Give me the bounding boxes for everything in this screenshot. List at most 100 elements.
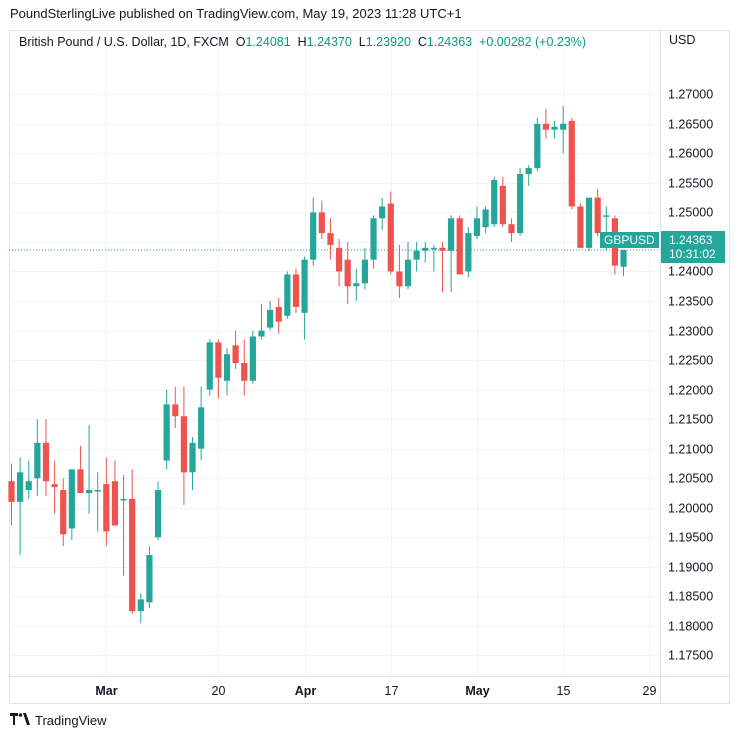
candle: [482, 206, 489, 234]
candle: [292, 268, 300, 313]
candle: [51, 460, 58, 514]
candle-body: [137, 599, 144, 612]
candle: [594, 188, 601, 237]
candle: [180, 386, 187, 505]
candle: [310, 197, 317, 266]
candle-body: [568, 120, 575, 207]
candle: [120, 475, 127, 576]
candle: [370, 215, 377, 269]
price-tick-label: 1.21500: [668, 413, 713, 427]
tradingview-logo-icon: [10, 713, 30, 728]
symbol-legend: British Pound / U.S. Dollar, 1D, FXCM O1…: [19, 35, 586, 49]
candle: [275, 298, 282, 334]
candle-body: [42, 442, 50, 482]
price-tick-label: 1.25000: [668, 206, 713, 220]
candle: [335, 238, 343, 287]
candle-body: [594, 197, 601, 234]
candle-body: [120, 498, 127, 501]
price-tick-label: 1.23000: [668, 325, 713, 339]
candle: [267, 301, 274, 331]
candle-body: [310, 212, 317, 260]
candle: [34, 419, 41, 496]
candle-body: [146, 555, 153, 603]
candle-body: [560, 123, 567, 130]
candle-body: [284, 274, 291, 316]
candle-body: [111, 481, 119, 526]
candle: [499, 176, 506, 228]
candle: [344, 241, 351, 304]
candle-body: [465, 233, 472, 272]
price-tick-label: 1.23500: [668, 295, 713, 309]
price-tick-label: 1.18500: [668, 590, 713, 604]
candle-body: [189, 442, 196, 473]
candle-body: [292, 274, 300, 307]
candle: [534, 117, 541, 172]
candle-body: [249, 336, 256, 381]
price-tick-label: 1.19500: [668, 531, 713, 545]
candle-body: [482, 209, 489, 228]
candle-body: [525, 168, 532, 175]
candle-body: [258, 330, 265, 337]
candle: [456, 215, 463, 275]
candle: [620, 249, 627, 277]
candle: [206, 339, 213, 396]
candle: [353, 268, 360, 302]
candle-body: [154, 490, 162, 538]
candle: [387, 191, 394, 275]
candle: [146, 546, 153, 609]
symbol-title: British Pound / U.S. Dollar, 1D, FXCM: [19, 35, 229, 49]
candle: [68, 469, 75, 541]
time-axis: Mar 20 Apr 17 May 15 29: [95, 684, 656, 698]
price-tick-label: 1.19000: [668, 561, 713, 575]
candle: [491, 176, 498, 228]
candle-body: [422, 247, 429, 251]
candle-body: [430, 247, 437, 250]
chart-frame[interactable]: [9, 30, 730, 704]
candle-body: [335, 247, 343, 272]
candle: [8, 463, 15, 526]
candle-body: [172, 404, 179, 417]
candle-body: [267, 309, 274, 328]
candle-body: [232, 345, 239, 364]
candle: [77, 445, 84, 494]
candle-body: [620, 250, 627, 267]
candle-body: [94, 490, 101, 492]
candle-body: [163, 404, 170, 461]
price-tick-label: 1.26500: [668, 118, 713, 132]
high-label: H: [297, 35, 307, 49]
price-tick-label: 1.24000: [668, 265, 713, 279]
candle-body: [370, 218, 377, 260]
candle: [111, 460, 119, 526]
candle: [163, 389, 170, 470]
candle-body: [534, 123, 541, 169]
candle: [473, 206, 481, 239]
candle: [413, 241, 420, 272]
footer-brand: TradingView: [35, 713, 107, 728]
candle-body: [25, 481, 32, 491]
candle: [525, 165, 532, 186]
candle: [439, 241, 446, 293]
candle-body: [223, 354, 231, 381]
change-value: +0.00282 (+0.23%): [479, 35, 587, 49]
price-tick-label: 1.26000: [668, 147, 713, 161]
candle-body: [387, 203, 394, 272]
low-value: 1.23920: [365, 35, 411, 49]
candle: [215, 339, 222, 399]
candle: [577, 203, 584, 248]
candle: [542, 109, 550, 139]
candle-body: [577, 206, 584, 248]
time-tick-label: 29: [643, 684, 657, 698]
candle-body: [241, 363, 248, 381]
candle: [60, 478, 67, 547]
candle: [172, 386, 179, 429]
candle: [551, 120, 558, 139]
candle: [404, 241, 412, 290]
candle-body: [77, 469, 84, 494]
candle-body: [85, 490, 93, 494]
candle: [154, 481, 162, 541]
time-tick-label: 20: [212, 684, 226, 698]
candle: [301, 256, 308, 340]
bar-countdown: 10:31:02: [669, 247, 716, 261]
price-tick-label: 1.17500: [668, 649, 713, 663]
